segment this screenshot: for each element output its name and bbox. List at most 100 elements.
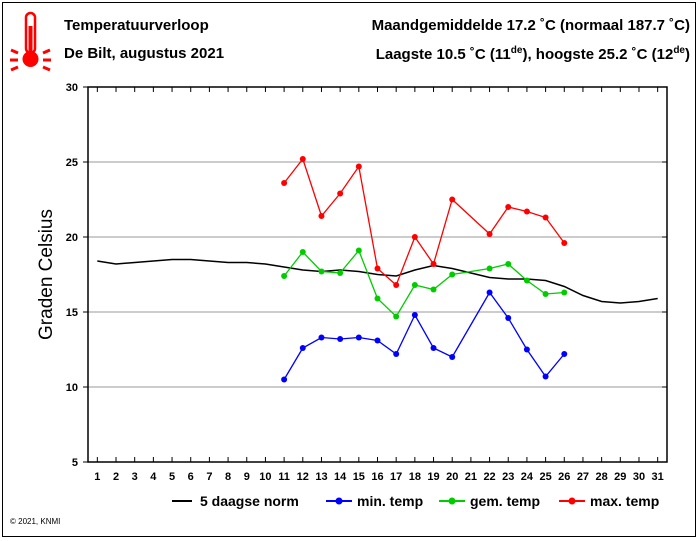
data-point-min	[542, 373, 549, 380]
data-point-gem	[505, 261, 512, 267]
data-point-gem	[355, 247, 362, 254]
x-tick-label: 7	[206, 471, 212, 483]
data-point-max	[374, 265, 381, 272]
data-point-min	[486, 289, 493, 296]
data-point-min	[299, 345, 306, 351]
x-tick-label: 21	[465, 471, 477, 483]
data-point-min	[355, 334, 362, 341]
thermometer-icon	[9, 10, 51, 72]
data-point-min	[393, 351, 400, 357]
x-tick-label: 10	[259, 471, 271, 483]
x-tick-label: 23	[502, 471, 514, 483]
x-tick-label: 20	[446, 471, 458, 483]
x-tick-label: 25	[539, 471, 551, 483]
x-tick-label: 6	[188, 471, 194, 483]
legend-marker-gem	[448, 497, 456, 505]
x-tick-label: 14	[334, 471, 347, 483]
data-point-gem	[411, 282, 418, 288]
x-tick-label: 12	[297, 471, 309, 483]
x-tick-label: 26	[558, 471, 570, 483]
data-point-max	[299, 156, 306, 162]
y-tick-label: 30	[66, 82, 78, 94]
data-point-min	[505, 315, 512, 321]
x-tick-label: 31	[652, 471, 664, 483]
x-tick-label: 30	[633, 471, 645, 483]
x-tick-label: 2	[113, 471, 119, 483]
data-point-max	[449, 196, 456, 203]
data-point-max	[281, 180, 288, 186]
extremes-sup-low: de	[510, 45, 523, 56]
data-point-min	[374, 337, 381, 344]
legend-marker-max	[568, 497, 576, 505]
data-point-max	[355, 163, 362, 170]
data-point-min	[318, 334, 325, 341]
data-point-max	[542, 214, 549, 221]
extremes-mid: ), hoogste 25.2 ˚C (12	[522, 46, 674, 63]
y-tick-label: 20	[66, 232, 78, 244]
data-point-gem	[393, 313, 400, 320]
chart-subtitle: De Bilt, augustus 2021	[64, 45, 225, 62]
x-tick-label: 4	[150, 471, 157, 483]
data-point-max	[393, 282, 400, 288]
x-tick-label: 3	[132, 471, 138, 483]
data-point-gem	[486, 265, 493, 272]
y-tick-label: 25	[66, 157, 78, 169]
data-point-min	[523, 346, 530, 353]
y-tick-label: 15	[66, 307, 78, 319]
x-tick-label: 24	[521, 471, 534, 483]
copyright-text: © 2021, KNMI	[10, 517, 61, 526]
data-point-min	[281, 376, 288, 383]
x-tick-label: 29	[614, 471, 626, 483]
x-tick-label: 18	[409, 471, 421, 483]
series-line-norm	[97, 258, 658, 304]
data-point-gem	[430, 286, 437, 293]
x-tick-label: 22	[483, 471, 495, 483]
data-point-gem	[449, 271, 456, 278]
x-tick-label: 9	[244, 471, 250, 483]
legend-label-gem: gem. temp	[470, 493, 540, 509]
data-point-gem	[337, 270, 344, 276]
data-point-max	[561, 240, 568, 246]
legend-label-min: min. temp	[357, 493, 423, 509]
legend-marker-min	[335, 497, 343, 505]
data-point-gem	[542, 291, 549, 297]
y-tick-label: 10	[66, 382, 78, 394]
data-point-gem	[318, 268, 325, 275]
x-tick-label: 8	[225, 471, 231, 483]
legend-label-norm: 5 daagse norm	[200, 493, 299, 509]
data-point-max	[523, 208, 530, 215]
y-tick-label: 5	[72, 457, 78, 469]
monthly-average-text: Maandgemiddelde 17.2 ˚C (normaal 187.7 ˚…	[371, 17, 690, 34]
data-point-min	[337, 336, 344, 342]
data-point-max	[411, 234, 418, 240]
x-tick-label: 13	[315, 471, 327, 483]
x-tick-label: 17	[390, 471, 402, 483]
data-point-max	[505, 204, 512, 210]
x-tick-label: 11	[278, 471, 290, 483]
y-axis-label: Graden Celsius	[36, 209, 57, 340]
x-tick-label: 15	[353, 471, 365, 483]
data-point-gem	[561, 289, 568, 296]
data-point-min	[449, 354, 456, 360]
extremes-sup-high: de	[673, 45, 685, 56]
data-point-min	[561, 351, 568, 357]
series-line-max	[283, 157, 565, 287]
series-line-gem	[283, 249, 565, 318]
legend-label-max: max. temp	[590, 493, 659, 509]
extremes-text: Laagste 10.5 ˚C (11de), hoogste 25.2 ˚C …	[376, 45, 690, 63]
x-tick-label: 19	[427, 471, 439, 483]
data-point-max	[430, 261, 437, 267]
data-point-max	[318, 213, 325, 219]
data-point-max	[486, 231, 493, 237]
data-point-gem	[299, 249, 306, 255]
x-tick-label: 5	[169, 471, 175, 483]
data-point-gem	[374, 295, 381, 302]
extremes-main: Laagste 10.5 ˚C (11	[375, 46, 511, 63]
extremes-end: )	[685, 46, 690, 63]
x-tick-label: 1	[94, 471, 100, 483]
data-point-min	[411, 312, 418, 318]
data-point-min	[430, 345, 437, 351]
data-point-max	[337, 190, 344, 197]
